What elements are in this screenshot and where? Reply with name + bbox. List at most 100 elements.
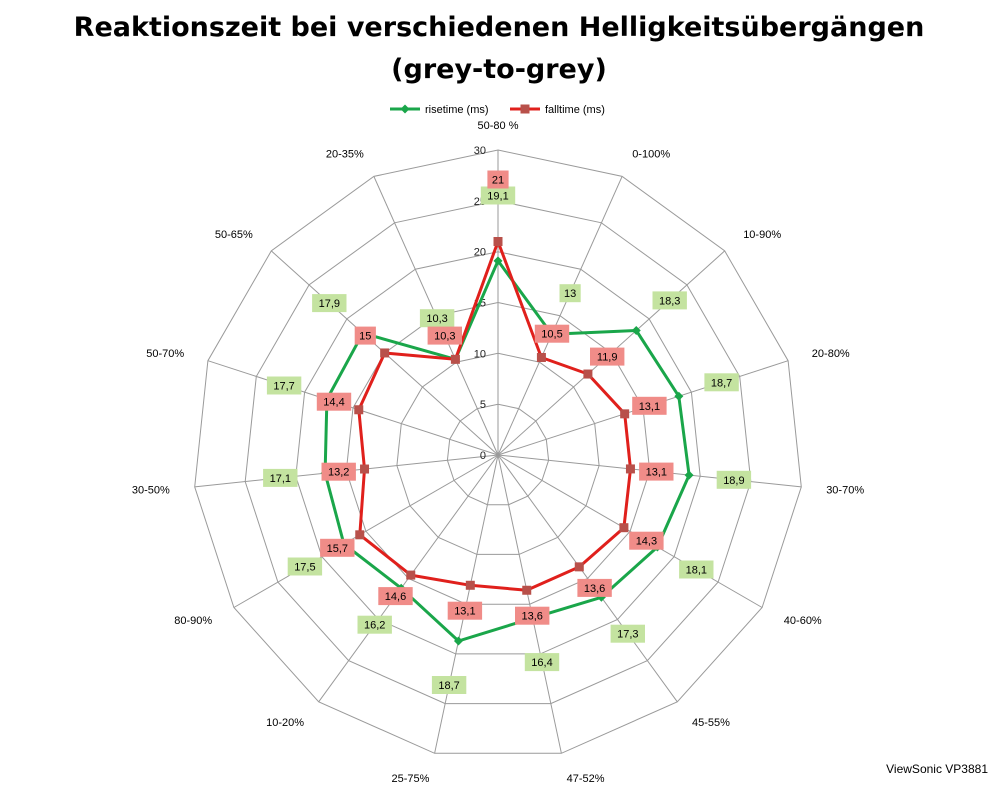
data-label-text: 16,2: [364, 620, 385, 632]
data-label-text: 18,7: [438, 680, 459, 692]
data-point: [493, 237, 503, 246]
data-label-text: 13,1: [646, 467, 667, 479]
category-label: 20-80%: [812, 348, 850, 360]
category-label: 45-55%: [692, 717, 730, 729]
data-label-text: 21: [492, 175, 504, 187]
legend-label: falltime (ms): [545, 104, 605, 116]
grid-ring: [194, 149, 802, 754]
data-label-bg: [704, 373, 739, 392]
data-label: 11,9: [590, 347, 625, 366]
data-label-text: 18,9: [723, 475, 744, 487]
data-label: 13,6: [577, 578, 612, 597]
chart-title-line-2: (grey-to-grey): [391, 54, 607, 85]
data-label: 14,3: [629, 531, 664, 550]
data-point: [354, 405, 364, 415]
data-label-bg: [524, 653, 560, 672]
data-point: [450, 354, 460, 364]
data-label-bg: [263, 468, 298, 487]
category-label: 25-75%: [391, 773, 429, 785]
data-label-bg: [447, 601, 483, 620]
data-label-bg: [266, 376, 302, 395]
data-label-bg: [419, 309, 455, 328]
radial-tick-label: 5: [480, 399, 486, 411]
data-label-text: 10,5: [541, 329, 562, 341]
data-label-bg: [287, 557, 323, 576]
category-label: 47-52%: [567, 773, 605, 785]
data-point: [536, 352, 546, 362]
data-label-text: 14,3: [636, 536, 657, 548]
radial-tick-label: 0: [480, 450, 486, 462]
data-series: [320, 237, 694, 646]
category-label: 40-60%: [784, 615, 822, 627]
data-label-bg: [487, 170, 509, 189]
data-label-text: 17,5: [294, 562, 315, 574]
data-label-bg: [534, 324, 570, 343]
data-label-text: 13,1: [639, 401, 660, 413]
data-labels: 19,1 13 18,3 18,7 18,9 18,1 17,3 16,4 18,7 16,2 17…: [263, 170, 752, 694]
category-label: 80-90%: [174, 615, 212, 627]
category-label: 0-100%: [632, 149, 670, 161]
data-point: [625, 464, 635, 474]
grid-spoke: [497, 454, 763, 608]
data-label-text: 18,3: [659, 295, 680, 307]
data-label-bg: [427, 326, 462, 345]
data-label-text: 15: [359, 331, 371, 343]
grid-ring: [396, 352, 600, 555]
grid-ring: [446, 403, 550, 506]
data-label-text: 13: [564, 288, 576, 300]
data-label: 13,1: [632, 396, 667, 415]
data-label: 21: [487, 170, 509, 189]
data-label: 13,6: [515, 606, 550, 625]
data-label-text: 17,3: [617, 629, 638, 641]
data-label-bg: [679, 560, 714, 579]
category-label: 30-50%: [132, 485, 170, 497]
data-label: 13: [559, 284, 581, 303]
data-label-bg: [357, 615, 392, 634]
category-labels: 50-80 % 0-100% 10-90% 20-80% 30-70% 40-60% 45-…: [132, 120, 864, 785]
data-label-bg: [480, 186, 516, 205]
data-label-text: 18,1: [686, 565, 707, 577]
data-point: [406, 570, 416, 580]
data-point: [583, 369, 593, 379]
grid-ring: [345, 301, 651, 605]
data-label: 14,4: [316, 392, 352, 411]
data-point: [360, 464, 370, 474]
data-label: 18,1: [679, 560, 714, 579]
data-point: [380, 348, 390, 358]
radial-tick-label: 10: [474, 348, 486, 360]
data-label-text: 18,7: [711, 377, 732, 389]
data-point: [453, 636, 463, 646]
data-point: [355, 530, 365, 540]
data-label-bg: [639, 462, 674, 481]
data-label-text: 13,2: [328, 467, 349, 479]
grid-spoke: [233, 454, 499, 608]
grid-spoke: [497, 176, 623, 456]
data-label-text: 15,7: [327, 543, 348, 555]
data-label: 15: [354, 326, 376, 345]
data-label-text: 19,1: [487, 191, 508, 203]
data-label-text: 17,7: [273, 381, 294, 393]
data-label-text: 10,3: [426, 313, 447, 325]
data-label-bg: [652, 291, 687, 310]
data-label-text: 13,1: [454, 606, 475, 618]
grid-ring: [244, 200, 752, 705]
data-label-bg: [577, 578, 612, 597]
category-label: 50-70%: [146, 348, 184, 360]
data-label-bg: [354, 326, 376, 345]
data-label-text: 17,1: [270, 473, 291, 485]
data-label-text: 13,6: [584, 583, 605, 595]
grid-spoke: [497, 454, 562, 754]
data-label: 10,3: [419, 309, 455, 328]
series-line: [323, 259, 691, 643]
legend-marker: [400, 104, 410, 114]
data-label: 17,1: [263, 468, 298, 487]
category-label: 50-80 %: [478, 120, 519, 132]
data-point: [674, 391, 684, 401]
grid-ring: [295, 251, 701, 655]
data-label-bg: [716, 470, 752, 489]
grid-spoke: [497, 454, 678, 703]
legend-item-falltime: falltime (ms): [510, 104, 605, 116]
data-label: 10,5: [534, 324, 570, 343]
data-label: 10,3: [427, 326, 462, 345]
legend-label: risetime (ms): [425, 104, 489, 116]
